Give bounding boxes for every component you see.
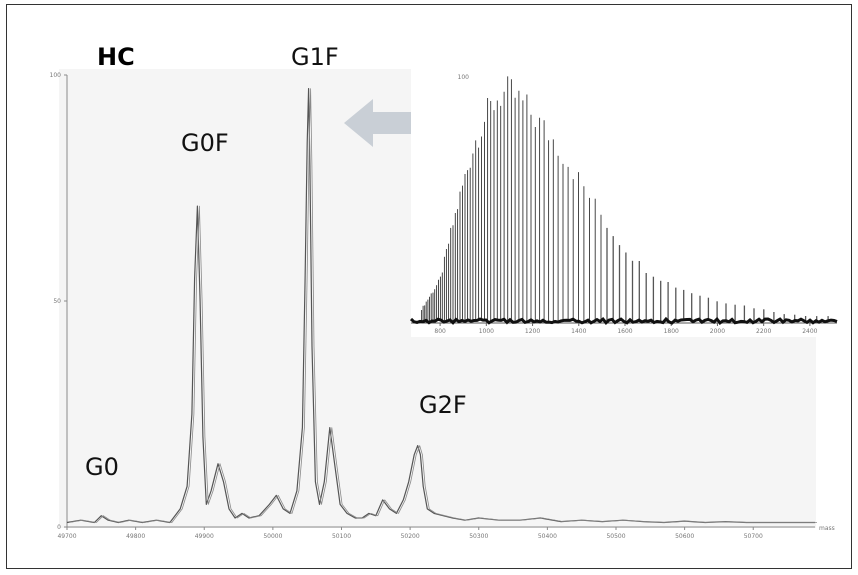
main-x-unit-label: mass: [819, 525, 835, 532]
inset-x-tick-label: 2000: [710, 328, 725, 335]
peak-label-g2f: G2F: [419, 391, 467, 419]
main-y-tick-label: 50: [53, 298, 61, 305]
inset-x-tick-label: 1400: [571, 328, 586, 335]
main-x-tick-label: 50400: [538, 533, 557, 540]
main-x-tick-label: 50500: [606, 533, 625, 540]
main-x-tick-label: 50700: [744, 533, 763, 540]
inset-baseline-noise: [409, 316, 838, 325]
inset-background: [411, 45, 843, 337]
main-x-tick-label: 50300: [469, 533, 488, 540]
inset-x-tick-label: 1600: [617, 328, 632, 335]
main-x-tick-label: 50100: [332, 533, 351, 540]
main-x-tick-label: 50000: [263, 533, 282, 540]
inset-x-tick-group: 800 1000 1200 1400 1600 1800 2000 2200 2400: [434, 323, 818, 335]
panel-label-hc: HC: [97, 43, 135, 71]
main-y-tick-label: 0: [57, 524, 61, 531]
main-x-tick-group: 49700 49800 49900 50000 50100 50200 50300 50400…: [57, 525, 834, 540]
inset-y-tick-label: 100: [458, 74, 470, 81]
inset-x-tick-label: 1000: [479, 328, 494, 335]
main-x-tick-label: 50600: [675, 533, 694, 540]
main-spectrum-trace-shadow: [68, 88, 817, 523]
peak-label-g1f: G1F: [291, 43, 339, 71]
main-y-tick-label: 100: [50, 72, 62, 79]
main-x-tick-label: 49700: [57, 533, 76, 540]
inset-x-tick-label: 1800: [664, 328, 679, 335]
arrow-head: [344, 99, 389, 147]
inset-spectrum-lines: [421, 76, 829, 321]
inset-x-tick-label: 2400: [802, 328, 817, 335]
main-x-tick-label: 50200: [401, 533, 420, 540]
main-x-tick-label: 49800: [126, 533, 145, 540]
peak-label-g0f: G0F: [181, 129, 229, 157]
inset-x-tick-label: 800: [434, 328, 446, 335]
main-x-tick-label: 49900: [195, 533, 214, 540]
inset-x-tick-label: 1200: [525, 328, 540, 335]
figure-frame: 0 50 100 49700 49800 49900 50000 50100 50200 503…: [6, 4, 852, 569]
inset-x-tick-label: 2200: [756, 328, 771, 335]
peak-label-g0: G0: [85, 453, 119, 481]
